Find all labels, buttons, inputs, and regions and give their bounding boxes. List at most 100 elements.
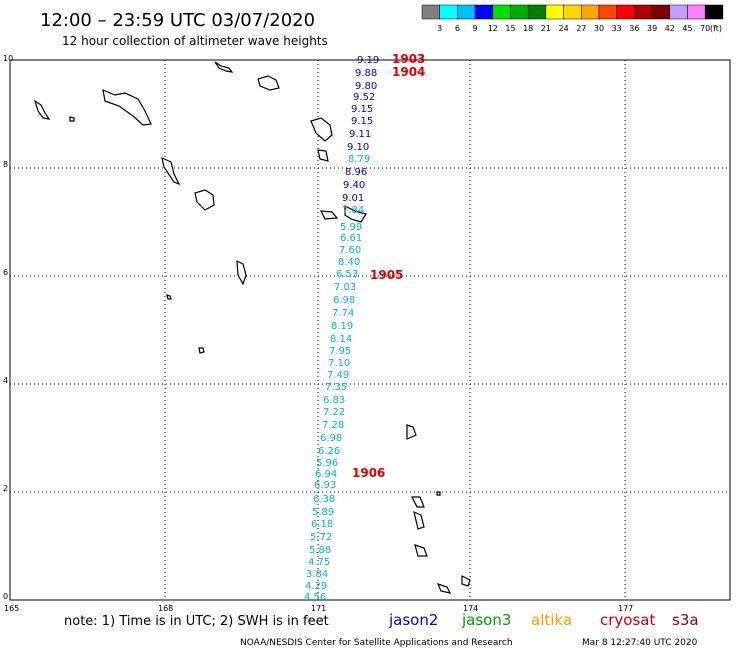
colorbar-swatch <box>457 4 476 20</box>
y-tick-label: 2 <box>3 484 8 493</box>
colorbar-swatch <box>474 4 494 20</box>
island-outline <box>436 583 452 594</box>
satellite-altika: altika <box>531 611 572 629</box>
colorbar-swatch <box>492 4 511 20</box>
y-tick-label: 0 <box>3 592 8 601</box>
colorbar-label: 9 <box>473 24 478 33</box>
colorbar-label: 36 <box>629 24 639 33</box>
track-value: 9.52 <box>353 92 375 103</box>
island-outline <box>461 575 471 587</box>
colorbar-label: 45 <box>682 24 692 33</box>
track-value: 6.26 <box>318 446 340 457</box>
pass-label-1905: 1905 <box>370 268 403 282</box>
island-outline <box>436 491 441 496</box>
track-value: 9.15 <box>351 116 373 127</box>
x-axis-labels: 165 168 171 174 177 <box>4 604 633 613</box>
track-value: 6.61 <box>340 233 362 244</box>
island-outline <box>33 99 51 120</box>
x-tick-label: 171 <box>311 604 326 613</box>
colorbar-swatch <box>687 4 706 20</box>
footer-note: note: 1) Time is in UTC; 2) SWH is in fe… <box>64 614 329 629</box>
y-tick-label: 8 <box>3 160 8 169</box>
map-subtitle: 12 hour collection of altimeter wave hei… <box>62 34 328 48</box>
island-outline <box>413 510 425 530</box>
pass-label-1903: 1903 <box>392 52 425 66</box>
x-tick-label: 168 <box>158 604 173 613</box>
colorbar-label: 27 <box>576 24 586 33</box>
track-value: 9.11 <box>349 129 371 140</box>
colorbar-swatch <box>651 4 671 20</box>
satellite-jason3: jason3 <box>461 611 511 629</box>
track-value: 7.84 <box>342 205 364 216</box>
colorbar-swatch <box>439 4 458 20</box>
colorbar-legend: 3 6 9 12 15 18 21 24 27 30 33 36 39 42 45 70 <box>421 4 724 33</box>
colorbar-label: 3 <box>437 24 442 33</box>
track-value: 9.10 <box>347 142 369 153</box>
grid-lines <box>10 60 730 600</box>
track-value: 7.28 <box>322 420 344 431</box>
track-value: 7.74 <box>332 308 354 319</box>
colorbar-label: 39 <box>647 24 657 33</box>
island-outline <box>198 347 205 354</box>
footer-credit: NOAA/NESDIS Center for Satellite Applica… <box>240 638 513 648</box>
island-outline <box>236 259 247 286</box>
track-value: 6.98 <box>320 433 342 444</box>
colorbar-unit: (ft) <box>710 24 722 33</box>
y-tick-label: 10 <box>3 54 13 63</box>
x-tick-label: 174 <box>463 604 478 613</box>
island-outline <box>69 116 75 122</box>
island-outline <box>344 205 367 223</box>
colorbar-swatch <box>634 4 653 20</box>
colorbar-label: 12 <box>488 24 498 33</box>
track-value: 7.60 <box>339 245 361 256</box>
x-tick-label: 177 <box>618 604 633 613</box>
pass-label-1904: 1904 <box>392 65 425 79</box>
colorbar-swatch <box>669 4 688 20</box>
track-value: 8.79 <box>348 154 370 165</box>
colorbar-swatch <box>598 4 617 20</box>
track-value: 7.22 <box>323 407 345 418</box>
track-value: 7.35 <box>325 382 347 393</box>
track-value: 8.19 <box>331 321 353 332</box>
track-value: 6.83 <box>323 395 345 406</box>
track-value: 4.29 <box>305 581 327 592</box>
island-outline <box>411 496 425 508</box>
map-title: 12:00 – 23:59 UTC 03/07/2020 <box>40 10 315 31</box>
colorbar-swatch <box>563 4 582 20</box>
satellite-legend: jason2 jason3 altika cryosat s3a <box>388 611 699 629</box>
y-tick-label: 6 <box>3 268 8 277</box>
track-value: 7.03 <box>334 282 356 293</box>
colorbar-label: 21 <box>541 24 551 33</box>
track-value: 7.49 <box>327 370 349 381</box>
satellite-jason2: jason2 <box>388 611 438 629</box>
island-outline <box>257 75 280 91</box>
x-tick-label: 165 <box>4 604 19 613</box>
track-value: 6.38 <box>313 494 335 505</box>
y-tick-label: 4 <box>3 376 8 385</box>
island-outline <box>406 424 417 440</box>
track-value: 6.93 <box>314 480 336 491</box>
island-outline <box>319 210 339 220</box>
track-value: 6.18 <box>311 519 333 530</box>
track-value: 5.72 <box>310 532 332 543</box>
island-outline <box>317 149 329 162</box>
track-value: 9.80 <box>355 81 377 92</box>
island-outline <box>310 117 333 142</box>
track-value: 9.01 <box>342 193 364 204</box>
y-axis-labels: 0 2 4 6 8 10 <box>3 54 13 601</box>
colorbar-label: 33 <box>612 24 622 33</box>
track-value: 9.15 <box>351 104 373 115</box>
colorbar-label: 6 <box>455 24 460 33</box>
track-value: 6.98 <box>333 295 355 306</box>
colorbar-label: 42 <box>665 24 675 33</box>
colorbar-label: 30 <box>594 24 604 33</box>
satellite-s3a: s3a <box>672 611 699 629</box>
footer-timestamp: Mar 8 12:27:40 UTC 2020 <box>582 638 698 648</box>
satellite-cryosat: cryosat <box>600 611 655 629</box>
island-outline <box>414 544 428 557</box>
colorbar-label: 15 <box>505 24 515 33</box>
track-value: 6.94 <box>315 469 337 480</box>
colorbar-swatch <box>510 4 529 20</box>
island-outline <box>194 189 215 211</box>
pass-label-1906: 1906 <box>352 466 385 480</box>
